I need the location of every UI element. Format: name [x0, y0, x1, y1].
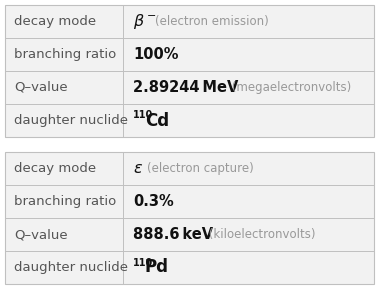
Text: (electron emission): (electron emission)	[155, 15, 269, 28]
Text: decay mode: decay mode	[14, 162, 96, 175]
Text: (electron capture): (electron capture)	[147, 162, 254, 175]
Text: decay mode: decay mode	[14, 15, 96, 28]
Text: 2.89244 MeV: 2.89244 MeV	[133, 80, 238, 95]
Text: (kiloelectronvolts): (kiloelectronvolts)	[205, 228, 315, 241]
Text: 0.3%: 0.3%	[133, 194, 174, 209]
Text: 110: 110	[133, 111, 153, 120]
Text: Q–value: Q–value	[14, 81, 67, 94]
Text: daughter nuclide: daughter nuclide	[14, 114, 128, 127]
Text: 110: 110	[133, 258, 153, 267]
Text: daughter nuclide: daughter nuclide	[14, 261, 128, 274]
Text: Q–value: Q–value	[14, 228, 67, 241]
Text: 100%: 100%	[133, 47, 179, 62]
Text: $\epsilon$: $\epsilon$	[133, 161, 143, 176]
Text: Pd: Pd	[145, 258, 169, 276]
Text: branching ratio: branching ratio	[14, 48, 116, 61]
Text: 888.6 keV: 888.6 keV	[133, 227, 213, 242]
Text: $\beta^-$: $\beta^-$	[133, 12, 157, 31]
Text: (megaelectronvolts): (megaelectronvolts)	[228, 81, 351, 94]
Bar	[5, 5, 374, 137]
Text: Cd: Cd	[145, 111, 169, 129]
Text: branching ratio: branching ratio	[14, 195, 116, 208]
Bar	[5, 152, 374, 284]
